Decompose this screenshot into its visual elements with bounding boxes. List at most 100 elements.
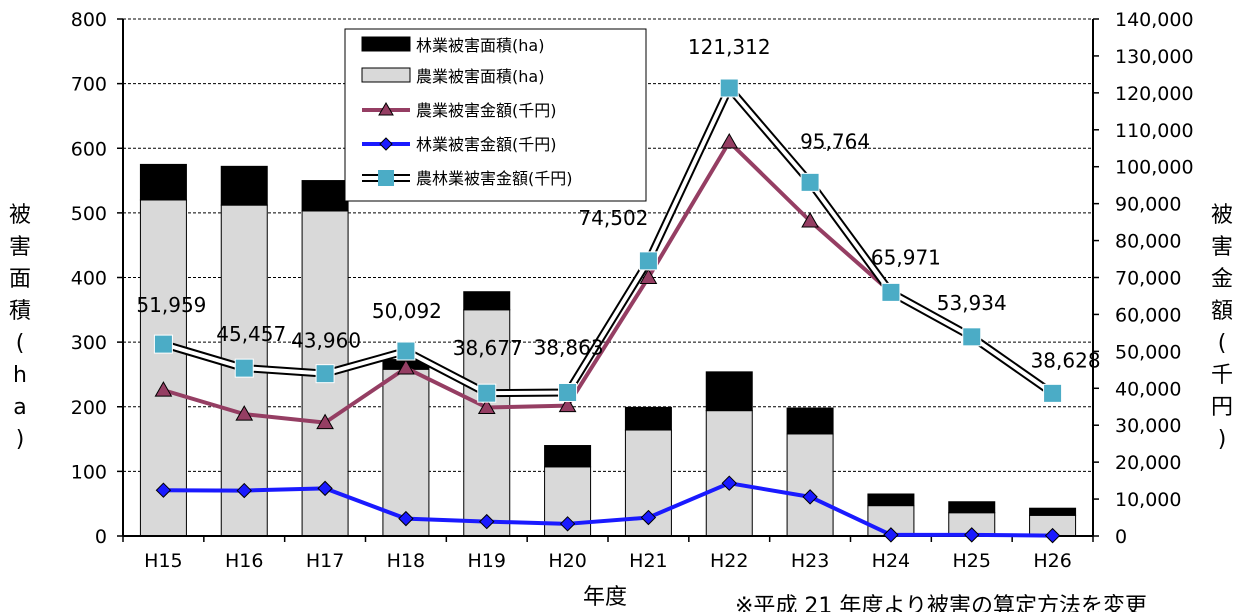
data-label-total: 53,934 — [937, 291, 1007, 315]
y-tick-label-right: 120,000 — [1115, 83, 1194, 105]
y-tick-label-right: 50,000 — [1115, 341, 1181, 363]
data-label-total: 38,677 — [453, 336, 523, 360]
axis-label-char: 積 — [9, 299, 31, 324]
legend: 林業被害面積(ha) 農業被害面積(ha) 農業被害金額(千円) 林業被害金額(千円)… — [344, 28, 647, 202]
x-tick-label: H26 — [1033, 550, 1071, 572]
marker-square — [558, 382, 578, 402]
marker-triangle — [235, 405, 254, 421]
y-axis-label-left: 被害面積 (h a) — [9, 203, 31, 452]
y-tick-label-left: 600 — [71, 138, 107, 160]
series-lines — [153, 78, 1063, 544]
bar-forest-area — [786, 407, 834, 435]
marker-diamond — [155, 482, 172, 498]
marker-square — [234, 358, 254, 378]
data-label-total: 65,971 — [871, 245, 941, 269]
marker-square — [315, 364, 335, 384]
data-label-total: 38,863 — [534, 335, 604, 359]
y-tick-label-right: 110,000 — [1115, 120, 1194, 142]
x-tick-label: H22 — [710, 550, 748, 572]
marker-square — [396, 341, 416, 361]
bar-agri-area — [705, 410, 753, 537]
axis-label-char: 面 — [9, 267, 31, 292]
legend-swatch-agri-area — [361, 67, 411, 83]
bar-forest-area — [624, 406, 672, 431]
marker-diamond — [721, 475, 737, 491]
y-tick-label-right: 60,000 — [1115, 304, 1181, 326]
marker-triangle — [720, 132, 739, 149]
axis-label-char: a — [13, 395, 26, 420]
axis-label-char: h — [13, 363, 27, 388]
legend-label: 農業被害面積(ha) — [416, 67, 544, 86]
line-total — [162, 86, 1054, 396]
marker-diamond — [236, 482, 252, 499]
data-label-total: 45,457 — [216, 322, 286, 346]
marker-diamond — [883, 527, 899, 543]
bar-agri-area — [463, 309, 511, 537]
marker-triangle — [477, 398, 496, 414]
data-label-total: 74,502 — [578, 206, 648, 230]
legend-marker-diamond — [379, 137, 393, 151]
axis-label-char: 害 — [1211, 235, 1233, 260]
marker-square — [719, 78, 739, 98]
x-tick-label: H16 — [225, 550, 263, 572]
marker-triangle — [639, 268, 658, 284]
y-tick-label-right: 70,000 — [1115, 268, 1181, 290]
bar-forest-area — [867, 493, 915, 507]
legend-label: 林業被害金額(千円) — [416, 135, 557, 154]
bar-agri-area — [139, 199, 187, 537]
marker-square — [800, 172, 820, 192]
x-tick-label: H17 — [306, 550, 344, 572]
tick-labels: 0 100 200 300 400 500 600 700 800 0 10,000 20,000 30… — [71, 9, 1194, 572]
y-tick-label-right: 130,000 — [1115, 46, 1194, 68]
axis-label-char: ( — [16, 331, 25, 356]
legend-marker-square — [378, 170, 394, 186]
data-label-total: 51,959 — [136, 293, 206, 317]
legend-label: 農業被害金額(千円) — [416, 101, 557, 120]
x-tick-label: H19 — [468, 550, 506, 572]
footnote: ※平成 21 年度より被害の算定方法を変更 — [735, 594, 1147, 612]
legend-label: 農林業被害金額(千円) — [416, 169, 573, 188]
y-tick-label-left: 400 — [71, 268, 107, 290]
x-tick-label: H18 — [387, 550, 425, 572]
axis-label-char: 千 — [1211, 363, 1233, 388]
legend-swatch-forest-area — [361, 36, 411, 52]
marker-square — [477, 383, 497, 403]
axis-label-char: ) — [1218, 427, 1227, 452]
y-tick-label-left: 500 — [71, 203, 107, 225]
y-tick-label-left: 0 — [95, 526, 107, 548]
y-tick-label-right: 0 — [1115, 526, 1127, 548]
marker-triangle — [316, 413, 334, 430]
axis-label-char: 被 — [1211, 203, 1233, 228]
marker-triangle — [801, 211, 819, 228]
bar-forest-area — [220, 165, 268, 206]
y-tick-label-left: 200 — [71, 397, 107, 419]
marker-diamond — [559, 516, 576, 532]
y-tick-label-right: 20,000 — [1115, 452, 1181, 474]
y-tick-label-right: 40,000 — [1115, 378, 1181, 400]
marker-triangle — [154, 381, 173, 397]
axis-label-char: ( — [1218, 331, 1227, 356]
y-tick-label-right: 10,000 — [1115, 489, 1181, 511]
y-tick-label-left: 700 — [71, 74, 107, 96]
marker-diamond — [317, 480, 333, 497]
axis-label-char: ) — [16, 427, 25, 452]
y-tick-label-left: 300 — [71, 332, 107, 354]
marker-square — [881, 282, 901, 302]
bar-forest-area — [301, 180, 349, 212]
marker-diamond — [1044, 527, 1061, 544]
x-axis-label: 年度 — [583, 585, 627, 610]
legend-marker-triangle — [378, 102, 394, 116]
marker-square — [1043, 383, 1063, 403]
axis-label-char: 金 — [1211, 267, 1233, 292]
legend-label: 林業被害面積(ha) — [416, 36, 544, 55]
bar-forest-area — [948, 501, 996, 514]
bar-agri-area — [786, 433, 834, 537]
marker-triangle — [558, 396, 577, 413]
bar-agri-area — [382, 368, 430, 537]
y-tick-label-right: 140,000 — [1115, 9, 1194, 31]
marker-diamond — [640, 509, 657, 526]
data-label-total: 38,628 — [1031, 348, 1101, 372]
bar-forest-area — [139, 163, 187, 201]
axis-label-char: 害 — [9, 235, 31, 260]
